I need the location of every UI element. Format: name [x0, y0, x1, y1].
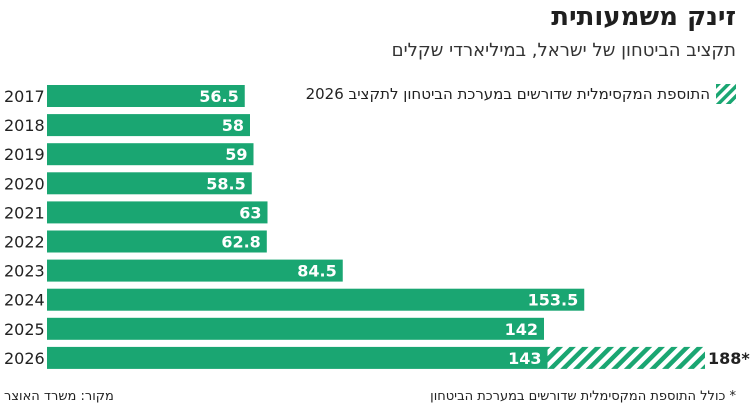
value-label-2018: 58 — [222, 116, 244, 135]
bar-2021 — [47, 201, 268, 224]
bar-2022 — [47, 230, 267, 253]
value-label-2019: 59 — [225, 145, 247, 164]
tick-label-2021: 2021 — [4, 203, 45, 222]
bar-2024 — [47, 288, 585, 311]
bar-2020 — [47, 172, 252, 195]
bar-2017 — [47, 85, 245, 107]
value-label-2025: 142 — [505, 320, 538, 339]
source-note: מקור: משרד האוצר — [4, 389, 114, 404]
value-label-2021: 63 — [239, 203, 261, 222]
bar-2025 — [47, 317, 544, 340]
bar-2019 — [47, 143, 254, 166]
tick-label-2025: 2025 — [4, 320, 45, 339]
legend: התוספת המקסימלית שדורשים במערכת הביטחון … — [306, 84, 736, 104]
tick-label-2018: 2018 — [4, 116, 45, 135]
footnote: * כולל התוספת המקסימלית שדורשים במערכת ה… — [430, 389, 736, 404]
value-label-2023: 84.5 — [297, 262, 336, 281]
value-label-2026: 143 — [508, 349, 541, 368]
value-label-2020: 58.5 — [206, 174, 245, 193]
tick-label-2024: 2024 — [4, 291, 45, 310]
bar-2026 — [47, 346, 548, 369]
bar-extension-2026 — [547, 346, 705, 369]
chart-subtitle: תקציב הביטחון של ישראל, במיליארדי שקלים — [391, 40, 736, 61]
legend-hatch-swatch — [716, 84, 736, 104]
tick-label-2019: 2019 — [4, 145, 45, 164]
tick-label-2020: 2020 — [4, 174, 45, 193]
bar-2023 — [47, 259, 343, 282]
value-label-2022: 62.8 — [221, 233, 260, 252]
bar-2018 — [47, 114, 250, 137]
value-label-2024: 153.5 — [528, 291, 579, 310]
legend-label: התוספת המקסימלית שדורשים במערכת הביטחון … — [305, 85, 710, 103]
value-label-2017: 56.5 — [199, 87, 238, 106]
tick-label-2017: 2017 — [4, 87, 45, 106]
tick-label-2023: 2023 — [4, 262, 45, 281]
tick-label-2026: 2026 — [4, 349, 45, 368]
extension-total-label: 188* — [708, 349, 750, 368]
tick-label-2022: 2022 — [4, 233, 45, 252]
chart-title: זינק משמעותית — [551, 2, 736, 32]
